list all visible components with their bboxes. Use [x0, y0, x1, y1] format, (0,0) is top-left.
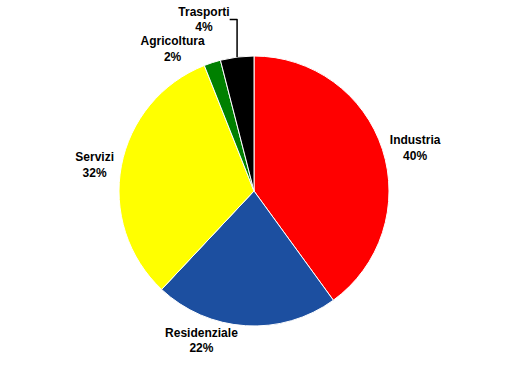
svg-text:Residenziale22%: Residenziale22%	[165, 326, 238, 356]
svg-text:Agricoltura2%: Agricoltura2%	[141, 34, 205, 64]
svg-text:Industria40%: Industria40%	[390, 133, 441, 163]
svg-text:Servizi32%: Servizi32%	[75, 150, 114, 180]
svg-text:Trasporti4%: Trasporti4%	[178, 5, 229, 35]
